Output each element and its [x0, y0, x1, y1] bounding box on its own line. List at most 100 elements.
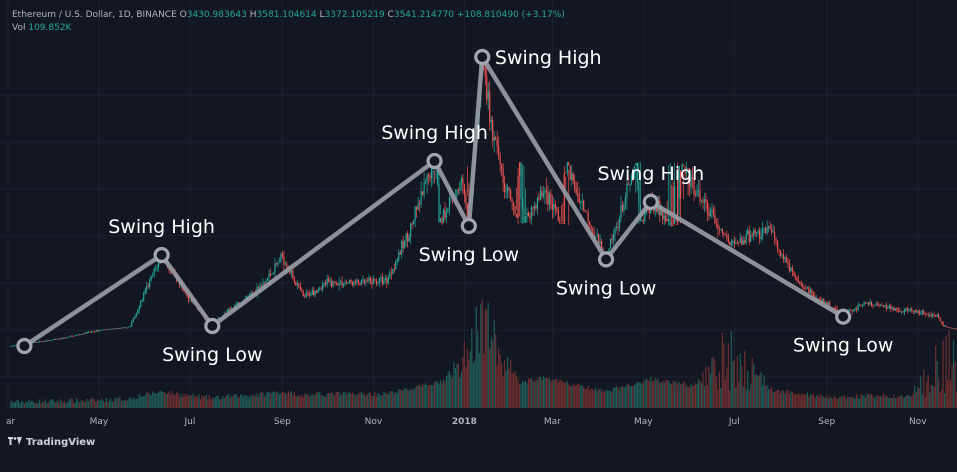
candle-body: [675, 223, 677, 225]
candle-body: [909, 308, 911, 311]
candle-body: [538, 197, 540, 200]
candle-body: [104, 329, 106, 331]
candle-body: [920, 313, 922, 315]
candle-body: [146, 286, 148, 291]
volume-bar: [401, 390, 403, 408]
candle-body: [336, 284, 339, 286]
volume-bar: [369, 392, 372, 408]
candle-body: [284, 264, 287, 266]
candle-body: [278, 262, 281, 264]
volume-bar: [483, 353, 485, 408]
candle-body: [680, 170, 682, 199]
volume-bar: [451, 378, 454, 408]
volume-bar: [64, 400, 66, 408]
candle-body: [495, 137, 497, 140]
candle-body: [726, 234, 728, 238]
candle-body: [369, 277, 372, 282]
volume-bar: [663, 382, 665, 408]
volume-bar: [730, 330, 732, 408]
volume-bar: [514, 370, 516, 408]
candle-body: [368, 277, 370, 281]
volume-bar: [433, 381, 436, 408]
volume-bar: [606, 390, 609, 408]
candle-body: [350, 279, 352, 283]
volume-bar: [219, 399, 221, 408]
candle-body: [257, 287, 260, 288]
candle-body: [741, 238, 743, 245]
volume-bar: [498, 347, 500, 408]
volume-bar: [172, 394, 175, 408]
volume-bar: [101, 398, 103, 408]
candle-body: [863, 302, 865, 306]
candle-body: [766, 227, 768, 233]
candle-body: [742, 240, 744, 245]
candle-body: [536, 197, 539, 209]
candle-body: [779, 250, 782, 256]
candle-body: [912, 310, 914, 312]
volume-bar: [681, 383, 683, 408]
volume-bar: [427, 385, 430, 408]
candle-body: [345, 282, 348, 284]
volume-label: Vol: [12, 23, 26, 33]
candle-body: [935, 314, 937, 317]
candle-body: [59, 338, 61, 340]
candle-body: [247, 296, 249, 297]
volume-bar: [241, 394, 243, 408]
close-value: 3541.214770: [393, 10, 454, 20]
candle-body: [328, 278, 330, 282]
candle-body: [408, 237, 410, 242]
candle-body: [289, 270, 291, 274]
volume-bar: [739, 353, 741, 408]
volume-bar: [122, 400, 124, 408]
candle-body: [375, 280, 377, 284]
volume-bar: [835, 397, 837, 408]
volume-bar: [32, 402, 34, 408]
candle-body: [357, 280, 360, 283]
candle-body: [671, 225, 673, 227]
volume-bar: [216, 395, 218, 408]
volume-bar: [199, 399, 201, 408]
candle-body: [772, 231, 774, 233]
volume-bar: [436, 381, 439, 408]
volume-bar: [439, 380, 442, 408]
candle-body: [501, 164, 503, 170]
volume-bar: [941, 389, 943, 408]
candle-body: [942, 321, 944, 327]
volume-bar: [37, 403, 39, 408]
volume-bar: [450, 375, 452, 408]
candle-body: [107, 329, 109, 330]
candle-body: [58, 338, 60, 340]
candle-body: [396, 259, 398, 262]
volume-bar: [244, 395, 246, 408]
volume-bar: [595, 387, 597, 408]
volume-bar: [864, 397, 867, 408]
candle-body: [456, 190, 458, 197]
candle-body: [699, 189, 701, 201]
candle-body: [884, 305, 886, 307]
volume-bar: [161, 390, 163, 408]
candle-body: [372, 278, 374, 285]
candle-body: [366, 280, 369, 282]
candle-body: [263, 282, 266, 283]
volume-bar: [489, 348, 491, 408]
volume-bar: [632, 385, 634, 408]
candle-body: [347, 282, 349, 284]
swing-point-marker: [597, 251, 615, 268]
x-tick-label: May: [90, 417, 109, 427]
candle-body: [544, 190, 546, 194]
candle-body: [387, 277, 389, 284]
candle-body: [116, 328, 118, 330]
tradingview-brand[interactable]: TradingView: [8, 435, 95, 449]
candle-body: [890, 305, 892, 310]
volume-bar: [193, 397, 196, 408]
candle-body: [111, 328, 113, 330]
candle-body: [498, 146, 500, 156]
candle-body: [770, 229, 773, 232]
volume-bar: [74, 402, 76, 408]
candle-body: [360, 279, 363, 285]
volume-bar: [357, 394, 360, 408]
volume-bar: [851, 396, 853, 408]
volume-bar: [347, 392, 349, 408]
volume-bar: [229, 398, 231, 408]
volume-bar: [900, 395, 902, 408]
